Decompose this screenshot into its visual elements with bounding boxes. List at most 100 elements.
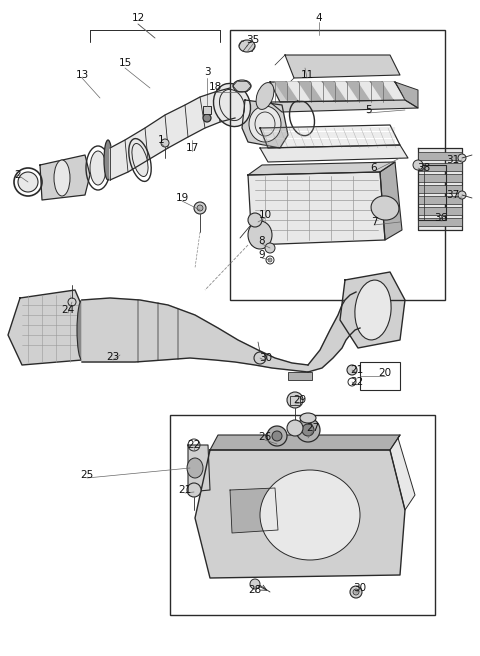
Ellipse shape [187, 458, 203, 478]
Circle shape [248, 213, 262, 227]
Bar [418, 163, 462, 171]
Ellipse shape [248, 221, 272, 249]
Circle shape [161, 139, 169, 147]
Text: 24: 24 [61, 305, 74, 315]
Bar [418, 185, 462, 193]
Polygon shape [260, 145, 408, 162]
Bar [418, 207, 462, 215]
Polygon shape [371, 82, 393, 100]
Polygon shape [188, 445, 210, 492]
Bar [203, 106, 211, 114]
Text: 3: 3 [204, 67, 210, 77]
Text: 11: 11 [300, 70, 313, 80]
Ellipse shape [90, 151, 106, 185]
Text: 36: 36 [434, 213, 448, 223]
Circle shape [302, 424, 314, 436]
Circle shape [272, 431, 282, 441]
Circle shape [458, 191, 466, 199]
Ellipse shape [300, 413, 316, 423]
Text: 21: 21 [179, 485, 192, 495]
Circle shape [347, 365, 357, 375]
Text: 30: 30 [353, 583, 367, 593]
Text: 18: 18 [208, 82, 222, 92]
Bar [418, 174, 462, 182]
Polygon shape [418, 148, 462, 230]
Circle shape [413, 160, 423, 170]
Bar [288, 372, 312, 380]
Ellipse shape [260, 470, 360, 560]
Text: 6: 6 [371, 163, 377, 173]
Polygon shape [347, 82, 369, 100]
Circle shape [265, 243, 275, 253]
Bar [418, 196, 462, 204]
Polygon shape [383, 82, 405, 100]
Text: 17: 17 [185, 143, 199, 153]
Polygon shape [299, 82, 321, 100]
Text: 30: 30 [259, 353, 273, 363]
Polygon shape [395, 82, 418, 108]
Polygon shape [359, 82, 381, 100]
Text: 29: 29 [293, 395, 307, 405]
Circle shape [350, 586, 362, 598]
Polygon shape [308, 292, 360, 372]
Text: 5: 5 [365, 105, 372, 115]
Circle shape [268, 258, 272, 262]
Polygon shape [248, 172, 385, 245]
Text: 2: 2 [15, 170, 21, 180]
Circle shape [187, 483, 201, 497]
Text: 10: 10 [258, 210, 272, 220]
Polygon shape [195, 450, 405, 578]
Text: 4: 4 [316, 13, 322, 23]
Circle shape [287, 420, 303, 436]
Polygon shape [40, 155, 90, 200]
Polygon shape [340, 272, 405, 348]
Circle shape [458, 154, 466, 162]
Ellipse shape [132, 144, 148, 176]
Polygon shape [275, 82, 297, 100]
Circle shape [250, 579, 260, 589]
Text: 8: 8 [259, 236, 265, 246]
Polygon shape [210, 435, 400, 450]
Text: 12: 12 [132, 13, 144, 23]
Circle shape [267, 426, 287, 446]
Text: 37: 37 [446, 190, 460, 200]
Ellipse shape [233, 80, 251, 92]
Text: 22: 22 [350, 377, 364, 387]
Text: 31: 31 [446, 155, 460, 165]
Bar [418, 152, 462, 160]
Polygon shape [110, 88, 235, 180]
Text: 21: 21 [350, 365, 364, 375]
Polygon shape [248, 162, 395, 175]
Polygon shape [82, 298, 308, 372]
Text: 9: 9 [259, 250, 265, 260]
Text: 7: 7 [371, 217, 377, 227]
Ellipse shape [77, 300, 87, 360]
Polygon shape [270, 100, 418, 112]
Text: 13: 13 [75, 70, 89, 80]
Polygon shape [285, 55, 400, 78]
Polygon shape [311, 82, 333, 100]
Ellipse shape [239, 40, 255, 52]
Text: 28: 28 [248, 585, 262, 595]
Circle shape [353, 589, 359, 595]
Ellipse shape [355, 280, 391, 340]
Text: 15: 15 [119, 58, 132, 68]
Circle shape [194, 202, 206, 214]
Bar [360, 362, 400, 390]
Polygon shape [390, 435, 415, 510]
Polygon shape [8, 290, 90, 365]
Ellipse shape [54, 160, 70, 196]
Text: 1: 1 [158, 135, 164, 145]
Circle shape [197, 205, 203, 211]
Text: 19: 19 [175, 193, 189, 203]
Ellipse shape [249, 106, 281, 142]
Ellipse shape [214, 83, 251, 127]
Polygon shape [242, 100, 288, 148]
Polygon shape [230, 488, 278, 533]
Polygon shape [270, 82, 405, 102]
Bar [290, 396, 300, 405]
Circle shape [203, 114, 211, 122]
Ellipse shape [371, 196, 399, 220]
Polygon shape [380, 162, 402, 240]
Text: 20: 20 [378, 368, 392, 378]
